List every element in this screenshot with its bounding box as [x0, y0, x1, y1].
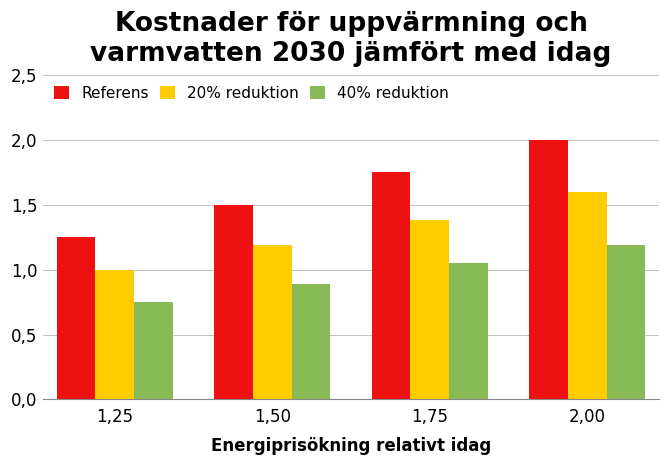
Bar: [95, 270, 134, 399]
Bar: [214, 205, 253, 399]
Bar: [372, 172, 411, 399]
X-axis label: Energiprisökning relativt idag: Energiprisökning relativt idag: [211, 437, 491, 455]
Bar: [134, 302, 173, 399]
Bar: [57, 237, 95, 399]
Legend: Referens, 20% reduktion, 40% reduktion: Referens, 20% reduktion, 40% reduktion: [51, 82, 452, 104]
Title: Kostnader för uppvärmning och
varmvatten 2030 jämfört med idag: Kostnader för uppvärmning och varmvatten…: [90, 11, 612, 67]
Bar: [253, 245, 291, 399]
Bar: [449, 263, 488, 399]
Bar: [291, 284, 330, 399]
Bar: [568, 192, 606, 399]
Bar: [411, 220, 449, 399]
Bar: [606, 245, 645, 399]
Bar: [529, 140, 568, 399]
